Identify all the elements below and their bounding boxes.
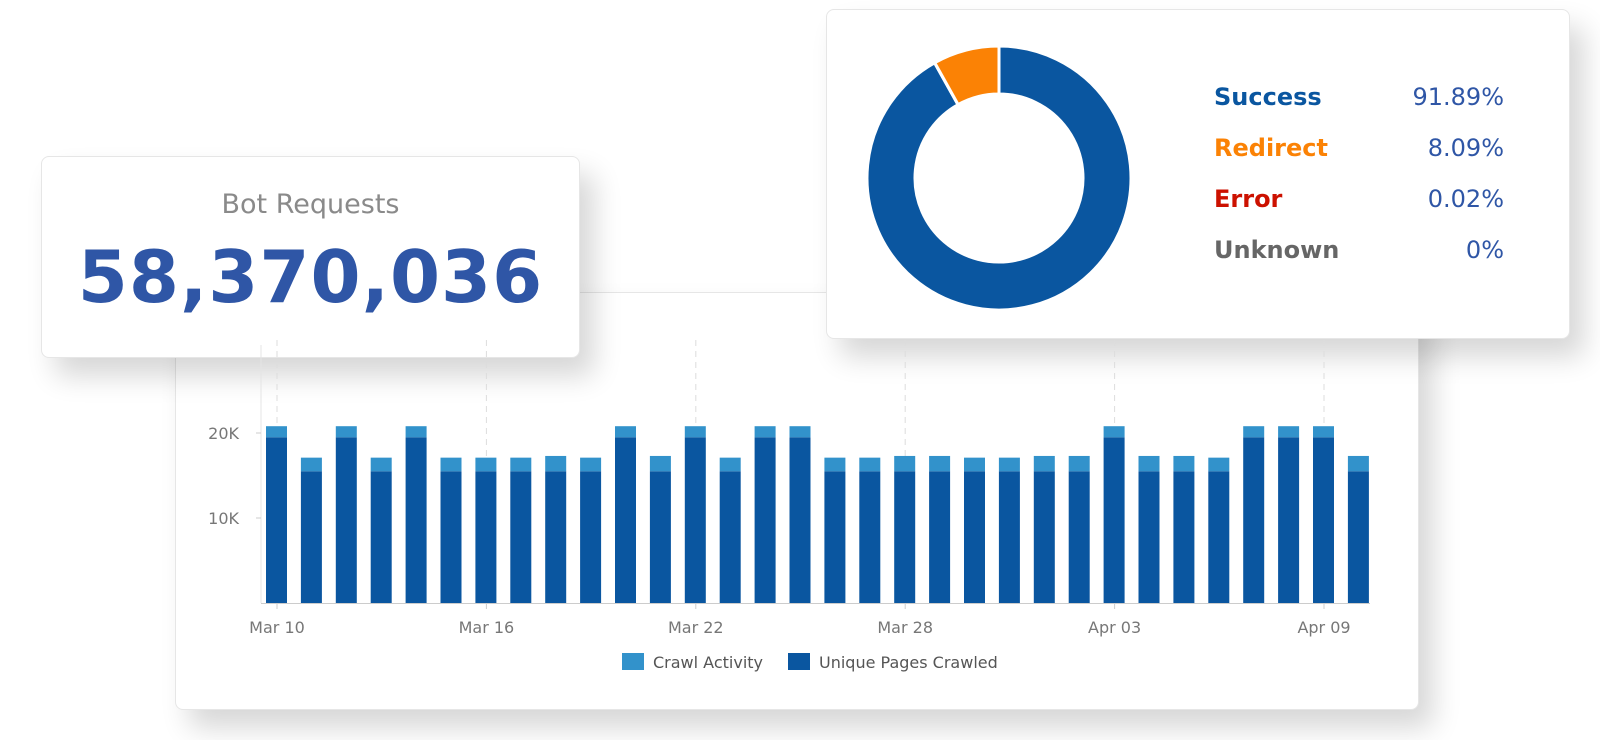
status-label: Error [1214, 185, 1283, 213]
bar-crawl-activity[interactable] [719, 457, 741, 472]
bar-crawl-activity[interactable] [929, 455, 951, 472]
bar-unique-pages[interactable] [475, 471, 497, 603]
bar-unique-pages[interactable] [545, 471, 567, 603]
bot-requests-value: 58,370,036 [77, 235, 544, 319]
legend-swatch [622, 653, 644, 670]
bar-unique-pages[interactable] [1068, 471, 1090, 603]
bar-crawl-activity[interactable] [1173, 455, 1195, 472]
bar-unique-pages[interactable] [580, 471, 602, 603]
bar-crawl-activity[interactable] [475, 457, 497, 472]
x-tick-label: Mar 22 [668, 618, 724, 637]
status-value: 91.89% [1412, 83, 1504, 111]
bar-crawl-activity[interactable] [1208, 457, 1230, 472]
status-value: 0.02% [1427, 185, 1504, 213]
bar-unique-pages[interactable] [789, 437, 811, 603]
bar-crawl-activity[interactable] [1138, 455, 1160, 472]
x-tick-label: Mar 10 [249, 618, 305, 637]
status-row-error: Error 0.02% [1214, 185, 1504, 225]
status-label: Unknown [1214, 236, 1340, 264]
bar-unique-pages[interactable] [1173, 471, 1195, 603]
bar-crawl-activity[interactable] [1243, 426, 1265, 438]
bar-crawl-activity[interactable] [405, 426, 427, 438]
bar-crawl-activity[interactable] [1347, 455, 1369, 472]
bar-crawl-activity[interactable] [1103, 426, 1125, 438]
bar-crawl-activity[interactable] [649, 455, 671, 472]
bar-unique-pages[interactable] [370, 471, 392, 603]
bar-crawl-activity[interactable] [335, 426, 357, 438]
bar-unique-pages[interactable] [998, 471, 1020, 603]
bar-crawl-activity[interactable] [789, 426, 811, 438]
status-row-unknown: Unknown 0% [1214, 236, 1504, 276]
legend-label[interactable]: Unique Pages Crawled [819, 653, 998, 672]
x-tick-label: Apr 09 [1297, 618, 1350, 637]
bar-unique-pages[interactable] [684, 437, 706, 603]
bar-crawl-activity[interactable] [370, 457, 392, 472]
bar-unique-pages[interactable] [1347, 471, 1369, 603]
x-tick-label: Apr 03 [1088, 618, 1141, 637]
bar-crawl-activity[interactable] [1068, 455, 1090, 472]
bar-unique-pages[interactable] [859, 471, 881, 603]
bar-unique-pages[interactable] [649, 471, 671, 603]
bar-unique-pages[interactable] [1138, 471, 1160, 603]
bar-crawl-activity[interactable] [998, 457, 1020, 472]
bot-requests-card: Bot Requests 58,370,036 [41, 156, 580, 358]
legend-label[interactable]: Crawl Activity [653, 653, 763, 672]
bar-unique-pages[interactable] [1103, 437, 1125, 603]
bar-unique-pages[interactable] [719, 471, 741, 603]
bar-unique-pages[interactable] [1033, 471, 1055, 603]
bar-crawl-activity[interactable] [824, 457, 846, 472]
bar-unique-pages[interactable] [300, 471, 322, 603]
bar-unique-pages[interactable] [824, 471, 846, 603]
bar-crawl-activity[interactable] [580, 457, 602, 472]
bar-unique-pages[interactable] [440, 471, 462, 603]
status-label: Redirect [1214, 134, 1328, 162]
donut-slice-success[interactable] [865, 44, 1133, 312]
bar-unique-pages[interactable] [615, 437, 636, 603]
bar-crawl-activity[interactable] [684, 426, 706, 438]
bar-unique-pages[interactable] [1243, 437, 1265, 603]
status-label: Success [1214, 83, 1322, 111]
bar-unique-pages[interactable] [894, 471, 916, 603]
bar-chart: 10K 20K Mar 10 Mar 16 Mar 22 Mar 28 Apr 03 Apr … [208, 340, 1370, 672]
bar-crawl-activity[interactable] [1033, 455, 1055, 472]
y-tick-label: 10K [208, 509, 239, 528]
y-tick-label: 20K [208, 424, 239, 443]
bar-unique-pages[interactable] [754, 437, 776, 603]
bar-unique-pages[interactable] [335, 437, 357, 603]
status-value: 8.09% [1427, 134, 1504, 162]
bar-crawl-activity[interactable] [894, 455, 916, 472]
bar-unique-pages[interactable] [964, 471, 985, 603]
x-tick-label: Mar 28 [877, 618, 933, 637]
bar-crawl-activity[interactable] [1278, 426, 1300, 438]
bar-crawl-activity[interactable] [964, 457, 985, 472]
bar-unique-pages[interactable] [1208, 471, 1230, 603]
status-value: 0% [1465, 236, 1504, 264]
bar-unique-pages[interactable] [1278, 437, 1300, 603]
bar-crawl-activity[interactable] [510, 457, 532, 472]
status-row-success: Success 91.89% [1214, 83, 1504, 123]
bar-crawl-activity[interactable] [440, 457, 462, 472]
x-tick-label: Mar 16 [459, 618, 515, 637]
bar-unique-pages[interactable] [510, 471, 532, 603]
bar-crawl-activity[interactable] [545, 455, 567, 472]
bar-crawl-activity[interactable] [859, 457, 881, 472]
bar-crawl-activity[interactable] [266, 426, 287, 438]
bar-unique-pages[interactable] [405, 437, 427, 603]
bar-crawl-activity[interactable] [615, 426, 636, 438]
status-donut-chart [865, 44, 1133, 312]
bot-requests-title: Bot Requests [221, 189, 400, 220]
bar-crawl-activity[interactable] [300, 457, 322, 472]
status-row-redirect: Redirect 8.09% [1214, 134, 1504, 174]
bar-crawl-activity[interactable] [1313, 426, 1334, 438]
bar-unique-pages[interactable] [266, 437, 287, 603]
bar-unique-pages[interactable] [1313, 437, 1334, 603]
bar-crawl-activity[interactable] [754, 426, 776, 438]
donut-slice-redirect[interactable] [932, 44, 1001, 107]
bar-unique-pages[interactable] [929, 471, 951, 603]
legend-swatch [788, 653, 810, 670]
